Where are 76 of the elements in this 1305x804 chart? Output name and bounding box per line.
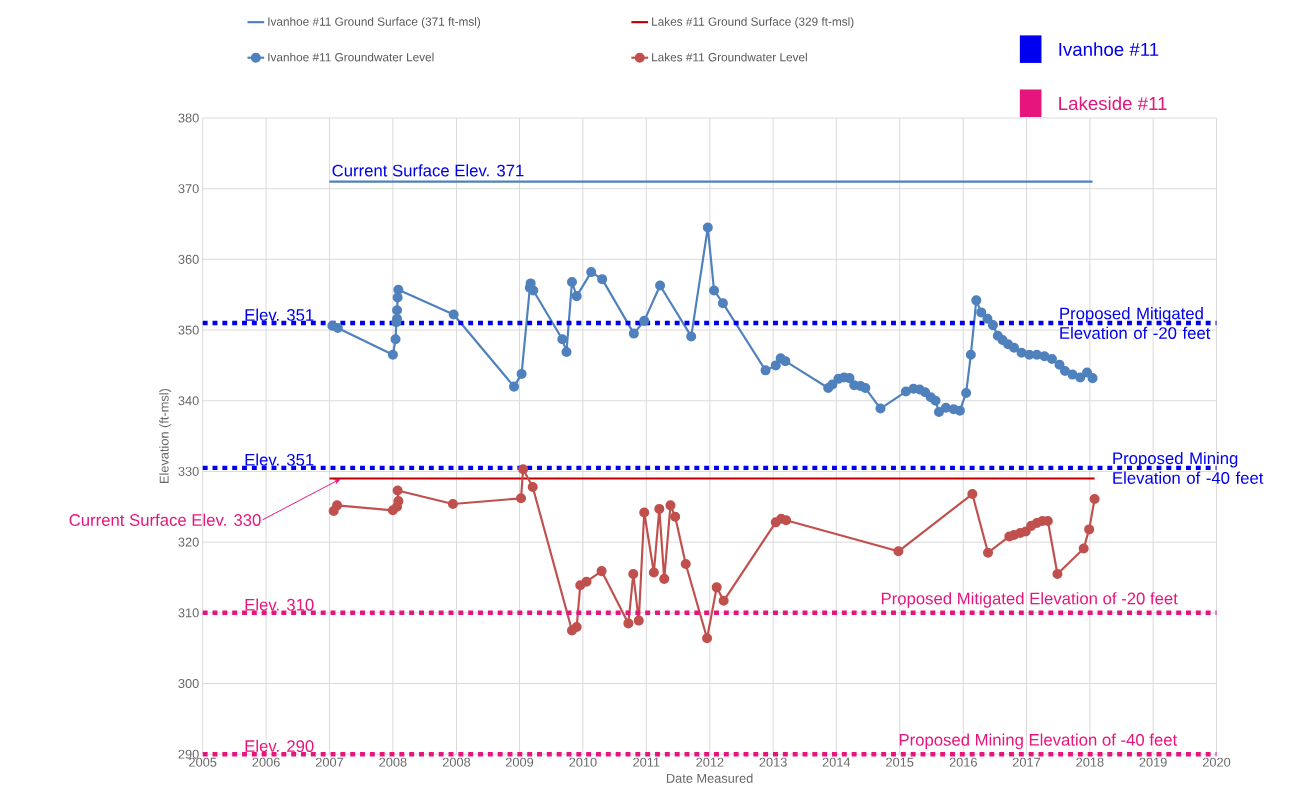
point <box>670 511 681 522</box>
annotation: Current Surface Elev. 371 <box>332 164 524 177</box>
x-tick-label: 2008 <box>442 757 471 767</box>
point <box>893 546 904 557</box>
point <box>648 567 659 578</box>
x-tick-label: 2013 <box>759 757 787 767</box>
point <box>982 547 994 558</box>
y-tick-label: 340 <box>178 396 199 406</box>
legend-label: Ivanhoe #11 Ground Surface (371 ft-msl) <box>268 16 481 28</box>
point <box>659 573 670 584</box>
y-tick-label: 310 <box>178 608 199 618</box>
point <box>623 618 634 629</box>
x-tick-label: 2008 <box>379 757 407 767</box>
point <box>702 633 713 644</box>
point <box>571 621 582 632</box>
point <box>1052 568 1063 579</box>
annotation: Proposed Mining Elevation of -40 feet <box>899 733 1178 749</box>
point <box>633 615 644 626</box>
point <box>596 565 607 576</box>
point <box>654 503 665 514</box>
point <box>392 485 403 496</box>
x-tick-label: 2010 <box>569 757 597 767</box>
legend-label: Lakes #11 Groundwater Level <box>652 52 807 62</box>
point <box>447 498 458 509</box>
ref-line-label: Elev. 351 <box>245 308 314 321</box>
x-tick-label: 2016 <box>949 757 977 767</box>
x-tick-label: 2011 <box>633 757 660 767</box>
annotation: Proposed Mitigated Elevation of -20 feet <box>1060 306 1211 339</box>
point <box>628 568 639 579</box>
point <box>639 507 650 518</box>
x-tick-label: 2017 <box>1012 757 1041 767</box>
y-tick-label: 300 <box>178 678 199 688</box>
legend-label: Ivanhoe #11 Groundwater Level <box>268 52 434 62</box>
x-tick-label: 2007 <box>315 757 344 767</box>
x-axis-title: Date Measured <box>666 773 753 783</box>
point <box>680 558 691 569</box>
point <box>527 481 538 492</box>
point <box>967 488 978 499</box>
y-tick-label: 320 <box>178 537 199 547</box>
y-tick-label: 370 <box>178 183 199 194</box>
x-tick-label: 2014 <box>822 757 851 767</box>
point <box>393 495 404 506</box>
annotation: Proposed Mitigated Elevation of -20 feet <box>881 591 1178 608</box>
x-tick-label: 2018 <box>1076 757 1104 767</box>
point <box>1078 543 1089 554</box>
y-tick-label: 360 <box>178 254 199 264</box>
x-tick-label: 2005 <box>189 757 217 767</box>
ref-line-label: Elev. 351 <box>245 453 314 466</box>
legend-label: Lakes #11 Ground Surface (329 ft-msl) <box>652 16 854 28</box>
point <box>781 515 792 526</box>
ref-line-label: Elev. 310 <box>245 598 314 611</box>
y-tick-label: 380 <box>178 113 199 123</box>
y-tick-label: 350 <box>178 325 199 335</box>
point <box>518 464 529 475</box>
x-tick-label: 2019 <box>1139 757 1167 767</box>
text: Lakeside #11 <box>1059 96 1167 110</box>
x-tick-label: 2015 <box>886 757 914 767</box>
point <box>711 582 722 593</box>
x-tick-label: 2012 <box>696 757 724 767</box>
point <box>665 500 676 511</box>
point <box>332 500 343 511</box>
x-tick-label: 2006 <box>252 757 280 767</box>
point <box>1089 493 1100 504</box>
ref-line-label: Elev. 290 <box>245 739 314 752</box>
y-tick-label: 330 <box>178 466 199 476</box>
point <box>1084 524 1095 535</box>
text: Ivanhoe #11 <box>1059 42 1159 56</box>
annotation: Current Surface Elev. 330 <box>69 513 261 526</box>
y-axis-title: Elevation (ft-msl) <box>159 388 172 483</box>
point <box>516 493 527 504</box>
point <box>718 595 729 606</box>
point <box>581 576 592 587</box>
x-tick-label: 2009 <box>505 757 534 767</box>
y-tick-label: 290 <box>178 749 199 759</box>
annotation: Proposed Mining Elevation of -40 feet <box>1113 451 1264 484</box>
x-tick-label: 2020 <box>1202 757 1231 767</box>
